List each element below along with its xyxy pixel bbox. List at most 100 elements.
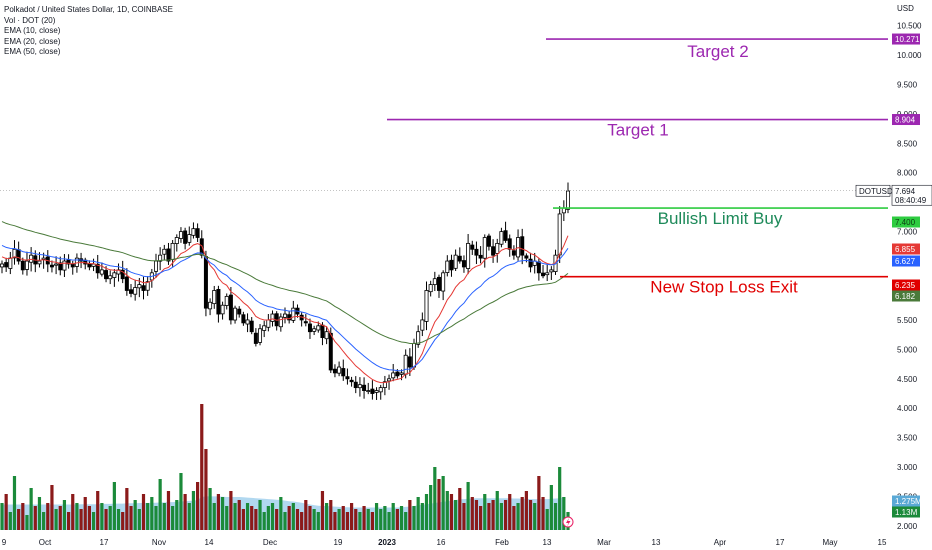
legend-volume[interactable]: Vol · DOT (20)	[4, 15, 56, 25]
volume-bar	[466, 482, 470, 530]
lightning-glyph	[566, 518, 571, 527]
candle-body	[332, 368, 337, 374]
candle-body	[24, 260, 29, 270]
candle-body	[324, 331, 329, 340]
price-tag: 8.904	[895, 116, 916, 125]
volume-bar	[121, 512, 125, 530]
legend-ema20[interactable]: EMA (20, close)	[4, 36, 61, 46]
volume-bar	[33, 506, 37, 530]
volume-bar	[349, 503, 354, 530]
legend-title[interactable]: Polkadot / United States Dollar, 1D, COI…	[4, 5, 173, 14]
candle-body	[287, 314, 292, 321]
candle-body	[158, 254, 163, 262]
volume-bar	[449, 494, 454, 530]
candle-body	[74, 257, 79, 267]
legend-ema10[interactable]: EMA (10, close)	[4, 26, 61, 35]
candle-body	[233, 307, 238, 321]
candle-body	[345, 376, 350, 380]
volume-bar	[37, 497, 42, 530]
volume-bar	[275, 509, 279, 530]
candle-body	[191, 228, 196, 236]
candle-body	[520, 236, 525, 256]
volume-bar	[162, 503, 166, 530]
countdown-tag: 08:40:49	[895, 196, 927, 205]
candle-body	[270, 313, 275, 322]
price-tag-bg	[892, 243, 920, 255]
price-tag-bg	[892, 216, 920, 228]
volume-bar	[308, 506, 312, 530]
target2-label: Target 2	[687, 42, 748, 61]
candle-body	[482, 237, 487, 259]
candle-body	[129, 289, 134, 294]
volume-bar	[316, 512, 320, 530]
x-tick-label: 13	[543, 538, 552, 547]
volume-bar	[212, 503, 216, 530]
volume-bar	[83, 497, 87, 530]
volume-bar	[408, 500, 412, 530]
volume-bar	[503, 500, 508, 530]
x-tick-label: 17	[776, 538, 785, 547]
candle-body	[366, 390, 371, 392]
candle-body	[428, 284, 433, 293]
volume-bar	[208, 488, 212, 530]
volume-bar	[441, 476, 445, 530]
volume-bar	[270, 503, 275, 530]
x-tick-label: May	[822, 538, 837, 547]
candle-body	[108, 275, 113, 280]
volume-bar	[54, 509, 58, 530]
candle-body	[8, 257, 13, 269]
volume-bar	[141, 494, 146, 530]
candle-body	[245, 319, 250, 325]
candle-body	[216, 288, 221, 315]
volume-bar	[283, 512, 287, 530]
volume-bar	[312, 509, 316, 530]
y-tick-label: 5.500	[897, 316, 918, 325]
candle-body	[370, 388, 375, 394]
candle-body	[457, 255, 462, 262]
volume-bar	[379, 509, 383, 530]
x-tick-label: 17	[100, 538, 109, 547]
volume-bar	[104, 509, 108, 530]
candle-body	[241, 314, 246, 324]
x-tick-label: Apr	[714, 538, 727, 547]
candle-body	[416, 331, 421, 345]
candle-body	[266, 319, 271, 328]
y-tick-label: 3.000	[897, 463, 918, 472]
volume-bar	[233, 503, 237, 530]
volume-bar	[279, 497, 283, 530]
volume-bar	[50, 485, 54, 530]
volume-bar	[433, 467, 437, 530]
volume-bar	[241, 509, 245, 530]
volume-bar	[374, 503, 379, 530]
candle-body	[133, 287, 138, 295]
candle-body	[220, 304, 225, 315]
volume-bar	[562, 497, 566, 530]
volume-bar	[545, 509, 549, 530]
legend-ema50[interactable]: EMA (50, close)	[4, 47, 61, 56]
ema10-line	[1, 235, 569, 384]
volume-bar	[183, 494, 187, 530]
candle-body	[407, 356, 412, 368]
levels-layer: Target 2 Target 1 Bullish Limit Buy New Sto…	[0, 38, 888, 297]
candle-body	[536, 261, 541, 274]
price-tag: 6.182	[895, 292, 916, 301]
volume-bar	[300, 512, 304, 530]
volume-bar	[391, 503, 395, 530]
volume-bar	[337, 509, 341, 530]
volume-bar	[553, 503, 558, 530]
volume-bar	[333, 512, 337, 530]
candle-body	[441, 272, 446, 292]
candle-body	[528, 258, 533, 268]
volume-bar	[220, 497, 225, 530]
volume-bar	[399, 506, 404, 530]
volume-bar	[454, 500, 458, 530]
y-tick-label: 10.500	[897, 22, 922, 31]
volume-bar	[445, 491, 449, 530]
candle-body	[228, 294, 233, 321]
candle-body	[362, 384, 367, 391]
candle-body	[412, 343, 417, 368]
candle-body	[436, 276, 441, 291]
volume-bar	[429, 485, 433, 530]
volume-bar	[437, 479, 441, 530]
